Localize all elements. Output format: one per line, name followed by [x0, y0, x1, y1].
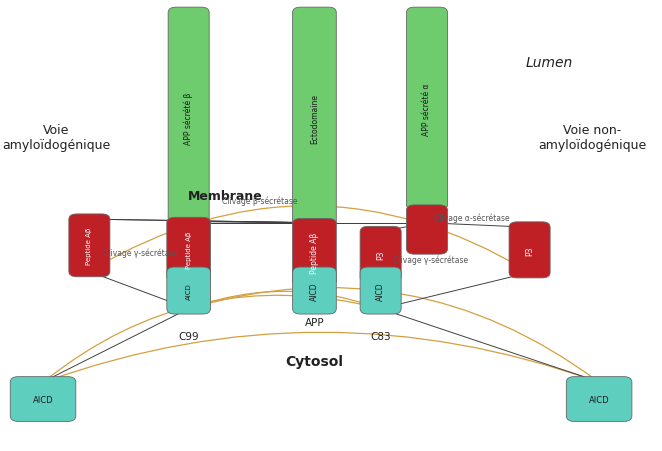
Text: Cytosol: Cytosol — [285, 354, 344, 368]
Text: APP sécrété α: APP sécrété α — [422, 83, 432, 136]
FancyBboxPatch shape — [293, 8, 336, 229]
Text: Peptide Aβ: Peptide Aβ — [185, 232, 192, 269]
Text: AICD: AICD — [32, 395, 54, 404]
Text: Voie
amyloïdogénique: Voie amyloïdogénique — [2, 124, 111, 152]
FancyBboxPatch shape — [293, 219, 336, 286]
FancyBboxPatch shape — [168, 8, 209, 229]
FancyBboxPatch shape — [167, 218, 211, 283]
FancyBboxPatch shape — [567, 377, 632, 421]
Text: AICD: AICD — [185, 282, 192, 299]
Text: C83: C83 — [370, 331, 391, 341]
Text: AICD: AICD — [376, 281, 385, 300]
Text: P3: P3 — [525, 245, 534, 255]
FancyBboxPatch shape — [406, 8, 448, 211]
FancyBboxPatch shape — [167, 267, 211, 314]
Text: APP: APP — [305, 318, 324, 327]
FancyBboxPatch shape — [509, 222, 550, 278]
Text: Clivage γ-sécrétase: Clivage γ-sécrétase — [103, 248, 177, 258]
FancyBboxPatch shape — [360, 267, 401, 314]
Text: Peptide Aβ: Peptide Aβ — [86, 227, 93, 264]
FancyBboxPatch shape — [69, 215, 110, 277]
Text: AICD: AICD — [310, 281, 319, 300]
FancyBboxPatch shape — [406, 205, 448, 254]
Text: C99: C99 — [178, 331, 199, 341]
Text: AICD: AICD — [589, 395, 610, 404]
Text: Peptide Aβ: Peptide Aβ — [310, 232, 319, 273]
Text: Lumen: Lumen — [526, 56, 573, 70]
FancyBboxPatch shape — [293, 267, 336, 314]
Text: P3: P3 — [376, 250, 385, 260]
FancyBboxPatch shape — [360, 227, 401, 283]
FancyBboxPatch shape — [11, 377, 75, 421]
Text: Ectodomaine: Ectodomaine — [310, 93, 319, 143]
Text: Clivage β-sécrétase: Clivage β-sécrétase — [222, 196, 297, 206]
Text: Clivage γ-sécrétase: Clivage γ-sécrétase — [393, 254, 467, 264]
Text: Voie non-
amyloïdogénique: Voie non- amyloïdogénique — [538, 124, 647, 152]
Text: Clivage α-sécrétase: Clivage α-sécrétase — [434, 212, 510, 222]
Text: Membrane: Membrane — [188, 190, 262, 202]
Text: APP sécrété β: APP sécrété β — [184, 92, 193, 144]
